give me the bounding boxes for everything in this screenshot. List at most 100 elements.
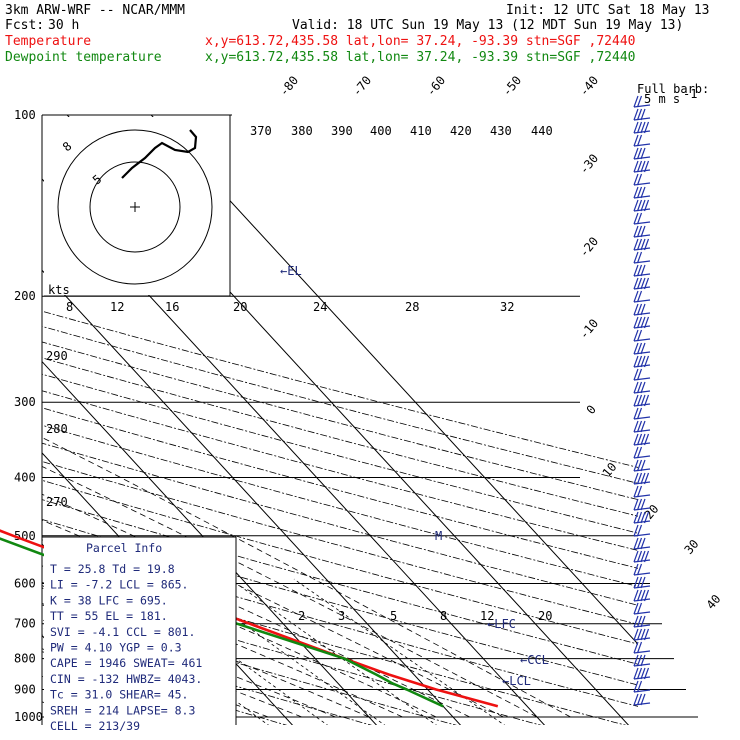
wind-barb-flag xyxy=(633,537,639,550)
wind-barb-flag xyxy=(633,251,639,264)
wind-barb-flag xyxy=(636,407,643,420)
wind-barb xyxy=(633,394,651,407)
wind-barbs xyxy=(633,95,651,706)
mixing-ratio-line xyxy=(293,578,506,725)
wind-barb-flag xyxy=(640,693,646,706)
wind-barb-staff xyxy=(633,299,651,303)
hodograph: 5 8 kts xyxy=(44,115,231,297)
hodograph-kts-label: kts xyxy=(48,283,70,297)
wind-barb xyxy=(633,407,651,420)
wind-barb-flag xyxy=(636,251,643,264)
temperature-location: x,y=613.72,435.58 lat,lon= 37.24, -93.39… xyxy=(205,34,635,49)
wind-barb-flag xyxy=(640,667,646,680)
wind-barb xyxy=(633,160,651,173)
wind-barb-flag xyxy=(640,186,646,199)
wind-barb-flag xyxy=(640,199,646,212)
wind-barb-flag xyxy=(633,316,639,329)
dry-adiabat xyxy=(42,627,373,725)
mixing-ratio-labels: 2 3 5 8 12 20 xyxy=(298,609,552,623)
wind-barb-flag xyxy=(636,563,643,576)
mixing-ratio-label: 3 xyxy=(338,609,345,623)
wind-barb-flag xyxy=(636,342,643,355)
wind-barb-flag xyxy=(633,303,639,316)
parcel-info-row: CAPE = 1946 SWEAT= 461 xyxy=(50,656,202,670)
wind-barb-flag xyxy=(636,329,643,342)
wind-barb-flag xyxy=(636,394,643,407)
wind-barb-flag xyxy=(633,225,639,238)
wind-barb-flag xyxy=(636,628,643,641)
theta-label: 270 xyxy=(46,495,68,509)
wind-barb-flag xyxy=(640,433,646,446)
wind-barb-flag xyxy=(633,498,639,511)
wind-barb xyxy=(633,459,651,472)
scale-tick: 12 xyxy=(110,300,124,314)
wind-barb-flag xyxy=(636,160,643,173)
valid-time: Valid: 18 UTC Sun 19 May 13 (12 MDT Sun … xyxy=(292,18,683,33)
wind-barb xyxy=(633,277,651,290)
scale-tick: 32 xyxy=(500,300,514,314)
wind-barb-flag xyxy=(640,342,646,355)
full-barb-label: Full barb: xyxy=(637,82,709,96)
init-time: Init: 12 UTC Sat 18 May 13 xyxy=(506,3,710,18)
wind-barb xyxy=(633,238,651,251)
wind-barb-flag xyxy=(636,524,643,537)
wind-barb-flag xyxy=(636,641,643,654)
wind-barb-flag xyxy=(640,628,646,641)
wind-barb-flag xyxy=(633,108,639,121)
wind-barb xyxy=(633,511,651,524)
wind-barb-flag xyxy=(633,693,639,706)
isotherm-label: -50 xyxy=(500,73,525,99)
scale-tick: 28 xyxy=(405,300,419,314)
wind-barb xyxy=(633,563,651,576)
wind-barb-staff xyxy=(633,377,651,381)
parcel-info-row: CELL = 213/39 xyxy=(50,719,140,733)
scale-tick: 24 xyxy=(313,300,327,314)
wind-barb-staff xyxy=(633,338,651,342)
lcl-marker: ←LCL xyxy=(502,674,531,688)
wind-barb-flag xyxy=(636,433,643,446)
isotherm-label: 10 xyxy=(600,460,620,480)
wind-barb-flag xyxy=(636,472,643,485)
wind-barb-flag xyxy=(633,472,639,485)
wind-barb-flag xyxy=(643,433,650,446)
wind-barb-flag xyxy=(640,420,646,433)
wind-barb-flag xyxy=(636,615,643,628)
wind-barb-flag xyxy=(636,446,643,459)
temperature-legend: Temperature xyxy=(5,34,91,49)
wind-barb-flag xyxy=(633,121,639,134)
wind-barb-flag xyxy=(643,511,650,524)
wind-barb-flag xyxy=(633,485,639,498)
wind-barb-flag xyxy=(640,355,646,368)
wind-barb-flag xyxy=(636,654,643,667)
hodograph-ring-outer xyxy=(57,129,213,285)
wind-barb xyxy=(633,446,651,459)
wind-barb-staff xyxy=(633,611,651,615)
wind-barb-flag xyxy=(640,238,646,251)
wind-barb xyxy=(633,342,651,355)
wind-barb xyxy=(633,576,651,589)
wind-barb xyxy=(633,667,651,680)
wind-barb-flag xyxy=(640,277,646,290)
scale-tick: 8 xyxy=(66,300,73,314)
wind-barb xyxy=(633,420,651,433)
theta-label: 400 xyxy=(370,124,392,138)
wind-barb-flag xyxy=(636,225,643,238)
isotherm-label: -70 xyxy=(350,73,375,99)
wind-barb xyxy=(633,693,651,706)
wind-barb-flag xyxy=(643,160,650,173)
wind-barb-flag xyxy=(633,160,639,173)
wind-barb-flag xyxy=(640,537,646,550)
wind-barb-flag xyxy=(636,212,643,225)
wind-barb xyxy=(633,524,651,537)
wind-barb-flag xyxy=(636,108,643,121)
wind-barb-flag xyxy=(643,472,650,485)
parcel-info-row: TT = 55 EL = 181. xyxy=(50,609,168,623)
hodograph-scale: 8 12 16 20 24 28 32 xyxy=(66,300,514,314)
wind-barb-flag xyxy=(636,420,643,433)
wind-barb-flag xyxy=(633,433,639,446)
wind-barb-flag xyxy=(636,316,643,329)
dry-adiabat xyxy=(42,341,638,501)
pressure-label: 400 xyxy=(14,470,36,484)
wind-barb-flag xyxy=(633,511,639,524)
isotherm-label: 40 xyxy=(704,592,724,612)
